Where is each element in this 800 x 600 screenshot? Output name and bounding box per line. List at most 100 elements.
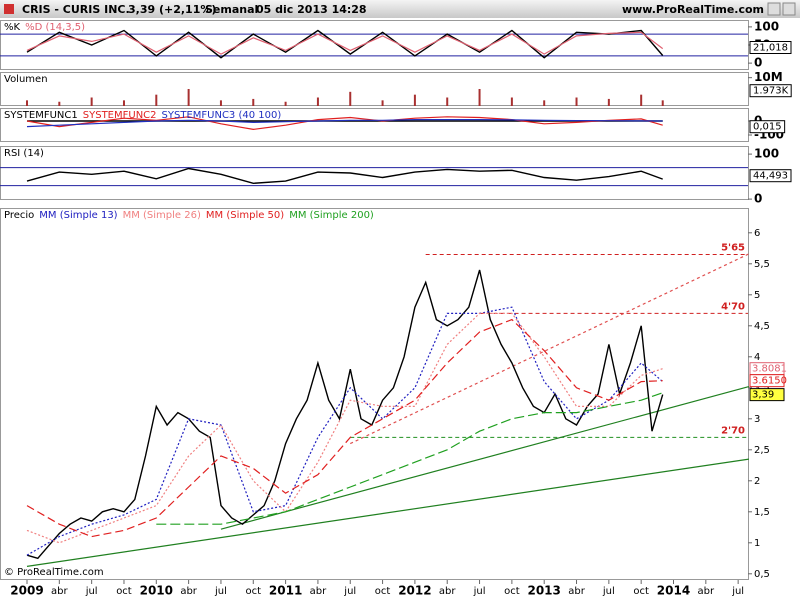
header-bar bbox=[0, 0, 800, 18]
volume-bar bbox=[122, 100, 125, 106]
x-tick-label: oct bbox=[246, 586, 262, 597]
x-tick-label: jul bbox=[85, 586, 98, 597]
panel bbox=[0, 108, 749, 142]
site: www.ProRealTime.com bbox=[622, 3, 764, 16]
series-line bbox=[26, 119, 663, 128]
series-line bbox=[26, 312, 663, 544]
x-tick-label: 2011 bbox=[269, 584, 302, 598]
x-tick-label: 2013 bbox=[527, 584, 560, 598]
x-tick-label: jul bbox=[731, 586, 744, 597]
volume-bar bbox=[446, 97, 449, 106]
x-tick-label: jul bbox=[473, 586, 486, 597]
volume-bar bbox=[187, 89, 190, 106]
x-tick-label: oct bbox=[504, 586, 520, 597]
volume-bar bbox=[219, 100, 222, 106]
legend-entry: RSI (14) bbox=[4, 148, 44, 159]
price-label-box bbox=[749, 374, 785, 388]
y-tick-label: 6 bbox=[754, 228, 760, 239]
y-tick-label: 0 bbox=[754, 192, 762, 206]
last-value: 44,493 bbox=[753, 171, 788, 182]
x-tick-label: 2012 bbox=[398, 584, 431, 598]
volume-bar bbox=[26, 100, 28, 106]
x-tick-label: 2014 bbox=[657, 584, 690, 598]
last-value: 21,018 bbox=[753, 43, 788, 54]
y-tick-label: 0 bbox=[754, 56, 762, 70]
y-tick-label: 4,5 bbox=[754, 321, 770, 332]
legend-entry: Precio bbox=[4, 210, 34, 221]
price-label: 3.6150 bbox=[752, 376, 787, 387]
x-tick-label: jul bbox=[214, 586, 227, 597]
trend-line bbox=[349, 253, 750, 445]
panel bbox=[0, 72, 749, 106]
last-value-box bbox=[749, 169, 792, 183]
minimize-button[interactable] bbox=[767, 2, 781, 16]
x-tick-label: 2009 bbox=[10, 584, 43, 598]
level-label: 2'70 bbox=[721, 425, 745, 436]
panel bbox=[0, 146, 749, 200]
x-axis-strip bbox=[0, 580, 800, 600]
volume-bar bbox=[413, 94, 416, 106]
volume-bar bbox=[510, 97, 513, 106]
series-line bbox=[26, 306, 664, 556]
volume-bar bbox=[381, 100, 384, 106]
volume-bar bbox=[478, 89, 481, 106]
panel bbox=[0, 20, 749, 70]
y-tick-label: 3 bbox=[754, 414, 760, 425]
legend-entry: MM (Simple 200) bbox=[289, 210, 374, 221]
level-label: 5'65 bbox=[721, 243, 745, 254]
price-label: 3,39 bbox=[752, 390, 774, 401]
x-tick-label: jul bbox=[343, 586, 356, 597]
close-button[interactable] bbox=[782, 2, 796, 16]
volume-bar bbox=[252, 98, 255, 106]
y-tick-label: 4 bbox=[754, 352, 760, 363]
legend-entry: SYSTEMFUNC1 bbox=[4, 110, 78, 121]
legend-entry: %D (14,3,5) bbox=[25, 22, 85, 33]
volume-bar bbox=[543, 100, 546, 106]
period: Semanal bbox=[205, 3, 258, 16]
series-line bbox=[26, 167, 663, 185]
volume-bar bbox=[155, 94, 158, 106]
volume-bar bbox=[316, 97, 319, 106]
y-tick-label: 0,5 bbox=[754, 569, 770, 580]
x-tick-label: abr bbox=[568, 586, 585, 597]
level-label: 4'70 bbox=[721, 301, 745, 312]
y-tick-label: 10M bbox=[754, 70, 783, 84]
footer: © ProRealTime.com bbox=[4, 567, 104, 578]
y-tick-label: 2,5 bbox=[754, 445, 770, 456]
legend-entry: SYSTEMFUNC2 bbox=[83, 110, 157, 121]
panel bbox=[0, 208, 749, 580]
volume-bar bbox=[349, 91, 352, 106]
trend-line bbox=[26, 458, 750, 567]
legend-entry: MM (Simple 13) bbox=[39, 210, 117, 221]
volume-bar bbox=[607, 98, 610, 106]
y-tick-label: 1,5 bbox=[754, 507, 770, 518]
legend-entry: MM (Simple 26) bbox=[123, 210, 201, 221]
legend-entry: %K bbox=[4, 22, 21, 33]
x-tick-label: abr bbox=[51, 586, 68, 597]
volume-bar bbox=[58, 101, 61, 106]
series-line bbox=[26, 31, 664, 55]
close-icon[interactable] bbox=[4, 4, 14, 14]
panel-title: Volumen bbox=[4, 74, 48, 85]
volume-bar bbox=[661, 100, 664, 106]
symbol: CRIS - CURIS INC. bbox=[22, 3, 130, 16]
x-tick-label: jul bbox=[602, 586, 615, 597]
last-value: 1.973K bbox=[753, 86, 789, 97]
volume-bar bbox=[284, 101, 287, 106]
series-line bbox=[26, 116, 663, 131]
y-tick-label: 2 bbox=[754, 476, 760, 487]
y-tick-label: 100 bbox=[754, 19, 779, 33]
legend-entry: SYSTEMFUNC3 (40 100) bbox=[162, 110, 282, 121]
y-tick-label: 1 bbox=[754, 538, 760, 549]
volume-bar bbox=[90, 97, 93, 106]
x-tick-label: abr bbox=[698, 586, 715, 597]
series-line bbox=[26, 318, 663, 538]
price-label-box bbox=[749, 388, 785, 402]
quote: 3,39 (+2,11%) bbox=[128, 3, 216, 16]
trend-line bbox=[220, 385, 750, 530]
volume-bar bbox=[575, 97, 578, 106]
last-value-box bbox=[749, 41, 792, 54]
x-tick-label: oct bbox=[375, 586, 391, 597]
y-tick-label: 5,5 bbox=[754, 259, 770, 270]
datetime: 05 dic 2013 14:28 bbox=[256, 3, 367, 16]
